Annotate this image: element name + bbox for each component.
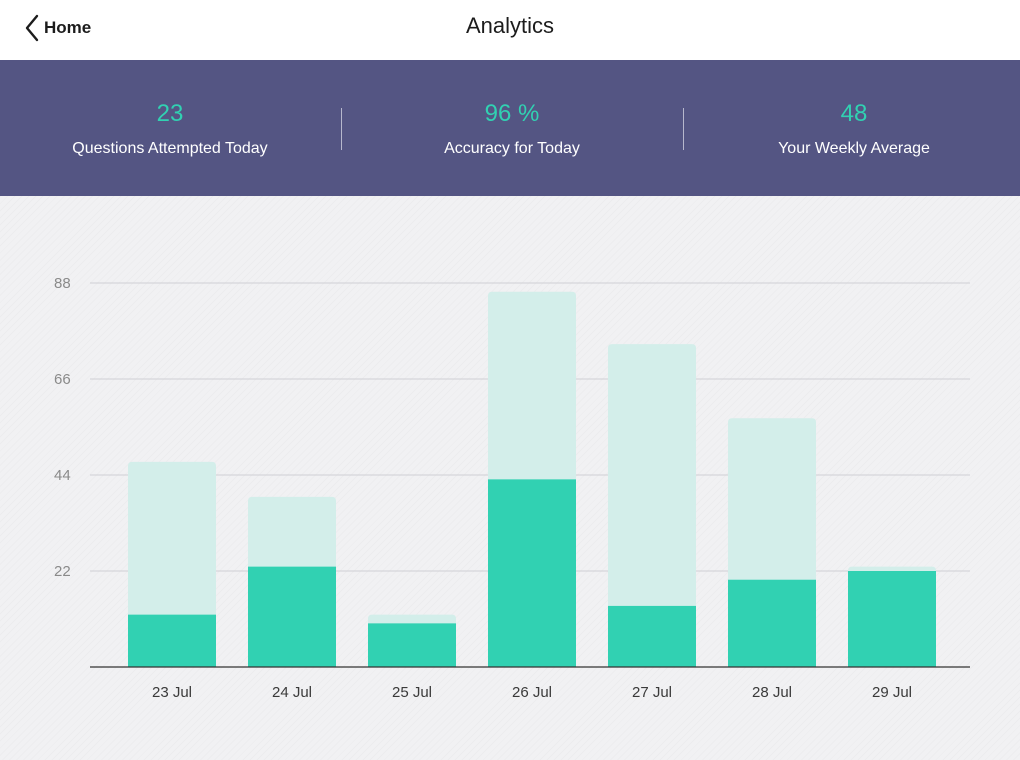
stat-accuracy: 96 % Accuracy for Today bbox=[342, 60, 682, 196]
bar-chart-svg: 22 44 66 88 23 Jul 24 Jul 25 Jul 26 Jul 27 Jul 28… bbox=[54, 275, 970, 701]
stat-value: 48 bbox=[840, 100, 868, 127]
chevron-left-icon bbox=[25, 14, 39, 42]
stat-label: Questions Attempted Today bbox=[72, 140, 268, 157]
x-tick-label: 24 Jul bbox=[272, 684, 312, 701]
x-tick-label: 29 Jul bbox=[872, 684, 912, 701]
bar-value bbox=[488, 479, 576, 667]
x-tick-label: 28 Jul bbox=[752, 684, 792, 701]
x-tick-label: 26 Jul bbox=[512, 684, 552, 701]
daily-bar-chart: 22 44 66 88 23 Jul 24 Jul 25 Jul 26 Jul 27 Jul 28… bbox=[0, 196, 1020, 760]
stat-value: 96 % bbox=[484, 100, 540, 127]
stat-questions-attempted: 23 Questions Attempted Today bbox=[0, 60, 340, 196]
stat-value: 23 bbox=[156, 100, 184, 127]
stat-weekly-average: 48 Your Weekly Average bbox=[684, 60, 1020, 196]
y-tick-label: 44 bbox=[54, 467, 71, 484]
bar-value bbox=[248, 566, 336, 667]
bar-value bbox=[608, 605, 696, 667]
bar-total bbox=[608, 344, 696, 667]
top-navigation-bar: Home Analytics bbox=[0, 0, 1020, 60]
x-tick-label: 25 Jul bbox=[392, 684, 432, 701]
page-title: Analytics bbox=[465, 13, 555, 38]
bar-value bbox=[848, 571, 936, 667]
back-button-label: Home bbox=[44, 18, 92, 37]
y-tick-label: 88 bbox=[54, 275, 71, 292]
x-tick-label: 23 Jul bbox=[152, 684, 192, 701]
y-tick-label: 22 bbox=[54, 563, 71, 580]
bar-value bbox=[728, 579, 816, 667]
stat-divider bbox=[341, 108, 342, 150]
stat-divider bbox=[683, 108, 684, 150]
stat-label: Accuracy for Today bbox=[444, 140, 580, 157]
x-tick-label: 27 Jul bbox=[632, 684, 672, 701]
stats-summary-band: 23 Questions Attempted Today 96 % Accura… bbox=[0, 60, 1020, 196]
bar-value bbox=[368, 623, 456, 667]
y-tick-label: 66 bbox=[54, 371, 71, 388]
bar-value bbox=[128, 614, 216, 667]
stat-label: Your Weekly Average bbox=[778, 140, 930, 157]
back-button[interactable]: Home bbox=[22, 12, 91, 44]
